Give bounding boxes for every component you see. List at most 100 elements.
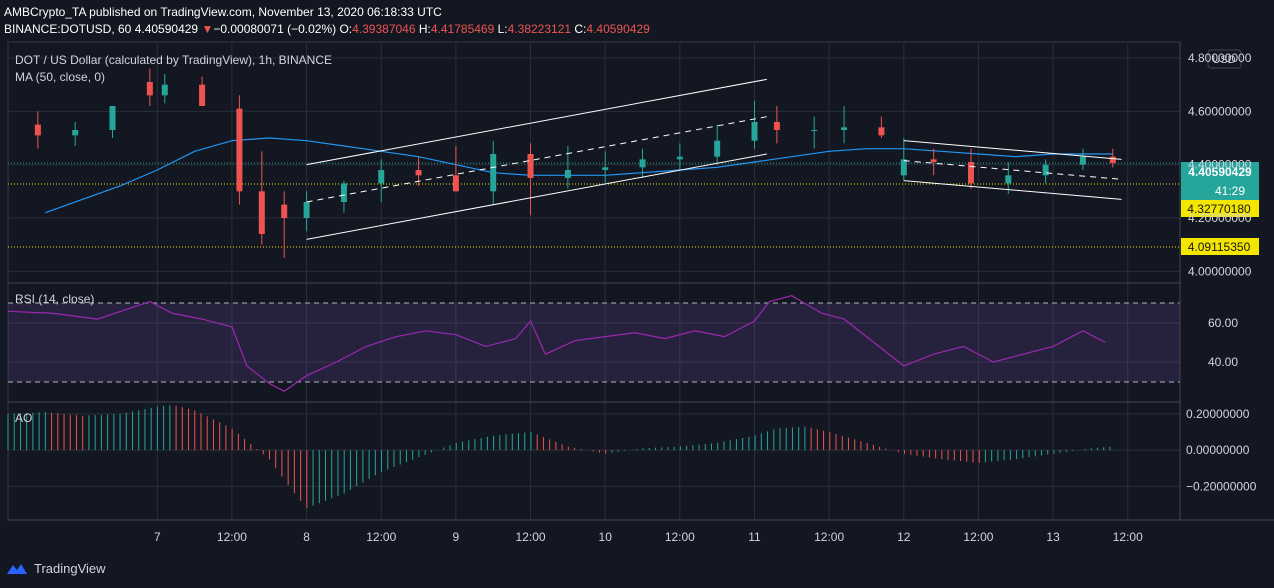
- candle: [340, 180, 347, 213]
- current-price-label: 4.40590429: [1188, 165, 1252, 179]
- rsi-legend[interactable]: RSI (14, close): [15, 292, 94, 306]
- candle: [34, 111, 41, 149]
- candle: [1042, 159, 1049, 184]
- candle: [841, 106, 848, 144]
- ao-legend[interactable]: AO: [15, 411, 32, 425]
- close-value: 4.40590429: [586, 22, 650, 36]
- candle: [811, 116, 818, 149]
- candle-body: [161, 84, 168, 96]
- time-tick-label: 9: [453, 530, 460, 544]
- channel-line: [903, 140, 1122, 160]
- tradingview-footer[interactable]: TradingView: [6, 561, 106, 576]
- candle-body: [72, 130, 79, 136]
- candle: [109, 106, 116, 138]
- currency-button[interactable]: [1207, 49, 1242, 69]
- candle: [236, 95, 243, 205]
- candle-body: [1042, 164, 1049, 176]
- time-tick-label: 12:00: [665, 530, 695, 544]
- last-price: 4.40590429: [134, 22, 199, 36]
- candle-body: [236, 108, 243, 192]
- candle: [639, 148, 646, 178]
- candle-body: [676, 156, 683, 160]
- time-tick-label: 12:00: [814, 530, 844, 544]
- level-2-badge: [1181, 238, 1259, 255]
- candle: [676, 143, 683, 170]
- candle: [303, 191, 310, 232]
- candle-body: [602, 167, 609, 170]
- candle-body: [714, 140, 721, 157]
- footer-brand: TradingView: [34, 561, 106, 576]
- price-tick-label: 4.80000000: [1188, 51, 1252, 65]
- candle-body: [878, 127, 885, 136]
- time-tick-label: 12:00: [1113, 530, 1143, 544]
- candle-body: [34, 124, 41, 136]
- candle: [930, 148, 937, 176]
- candle-body: [967, 162, 974, 184]
- candle-body: [109, 106, 116, 130]
- candle: [199, 76, 206, 106]
- channels[interactable]: [306, 78, 1122, 240]
- candle: [1109, 148, 1116, 168]
- candle-body: [1079, 156, 1086, 165]
- chart-frame: [7, 41, 1181, 521]
- rsi-band-fill: [8, 303, 1180, 382]
- ma-line: [45, 137, 1113, 214]
- candle: [527, 143, 534, 216]
- candle-body: [811, 130, 818, 131]
- candle-body: [1005, 175, 1012, 184]
- candle-body: [378, 170, 385, 184]
- candle-body: [490, 154, 497, 192]
- channel-line: [306, 78, 767, 166]
- candle-body: [639, 159, 646, 168]
- ao-tick-label: 0.00000000: [1186, 443, 1250, 457]
- rsi-series-line: [7, 295, 1106, 392]
- open-value: 4.39387046: [352, 22, 416, 36]
- candle-body: [199, 84, 206, 106]
- time-tick-label: 13: [1046, 530, 1060, 544]
- candle: [751, 100, 758, 149]
- candle-body: [751, 122, 758, 141]
- time-axis[interactable]: 7 12:00 8 12:00 9 12:00 10 12:00 11 12:00 12 12:00 1…: [154, 530, 1143, 544]
- candle-body: [258, 191, 265, 234]
- channel-line: [903, 180, 1122, 200]
- candle: [1079, 148, 1086, 170]
- candle: [602, 151, 609, 184]
- main-legend[interactable]: DOT / US Dollar (calculated by TradingVi…: [15, 53, 332, 67]
- candle-body: [415, 170, 422, 176]
- publisher-name[interactable]: AMBCrypto_TA: [4, 5, 86, 19]
- candle: [878, 116, 885, 138]
- symbol-label: BINANCE:DOTUSD, 60: [4, 22, 132, 36]
- open-label: O:: [339, 22, 353, 36]
- rsi-tick-label: 40.00: [1208, 355, 1238, 369]
- ma-series-line: [45, 137, 1113, 214]
- ohlc-header: BINANCE:DOTUSD, 60 4.40590429 ▼−0.000800…: [4, 22, 650, 36]
- candle: [72, 122, 79, 146]
- price-tick-label: 4.60000000: [1188, 104, 1252, 118]
- channel-line: [306, 153, 767, 240]
- time-tick-label: 12:00: [217, 530, 247, 544]
- candle-body: [930, 159, 937, 162]
- candle-body: [146, 82, 153, 96]
- candle: [146, 68, 153, 106]
- candles: [34, 68, 1116, 258]
- candle-body: [1109, 156, 1116, 164]
- candle: [900, 138, 907, 181]
- ma-legend[interactable]: MA (50, close, 0): [15, 70, 105, 84]
- ao-tick-label: 0.20000000: [1186, 407, 1250, 421]
- candle: [490, 140, 497, 205]
- candle: [452, 146, 459, 192]
- high-value: 4.41785469: [430, 22, 495, 36]
- publish-info: AMBCrypto_TA published on TradingView.co…: [4, 5, 442, 19]
- price-levels: [8, 162, 1180, 248]
- candle: [281, 191, 288, 258]
- price-axis[interactable]: USD 4.40590429 41:29 4.32770180 4.091153…: [1181, 49, 1259, 493]
- candle-body: [527, 154, 534, 178]
- candle-body: [564, 170, 571, 178]
- time-tick-label: 7: [154, 530, 161, 544]
- time-tick-label: 12:00: [516, 530, 546, 544]
- low-label: L:: [497, 22, 508, 36]
- current-price-badge: [1181, 162, 1259, 202]
- price-change: −0.00080071 (−0.02%): [213, 22, 337, 36]
- time-tick-label: 8: [303, 530, 310, 544]
